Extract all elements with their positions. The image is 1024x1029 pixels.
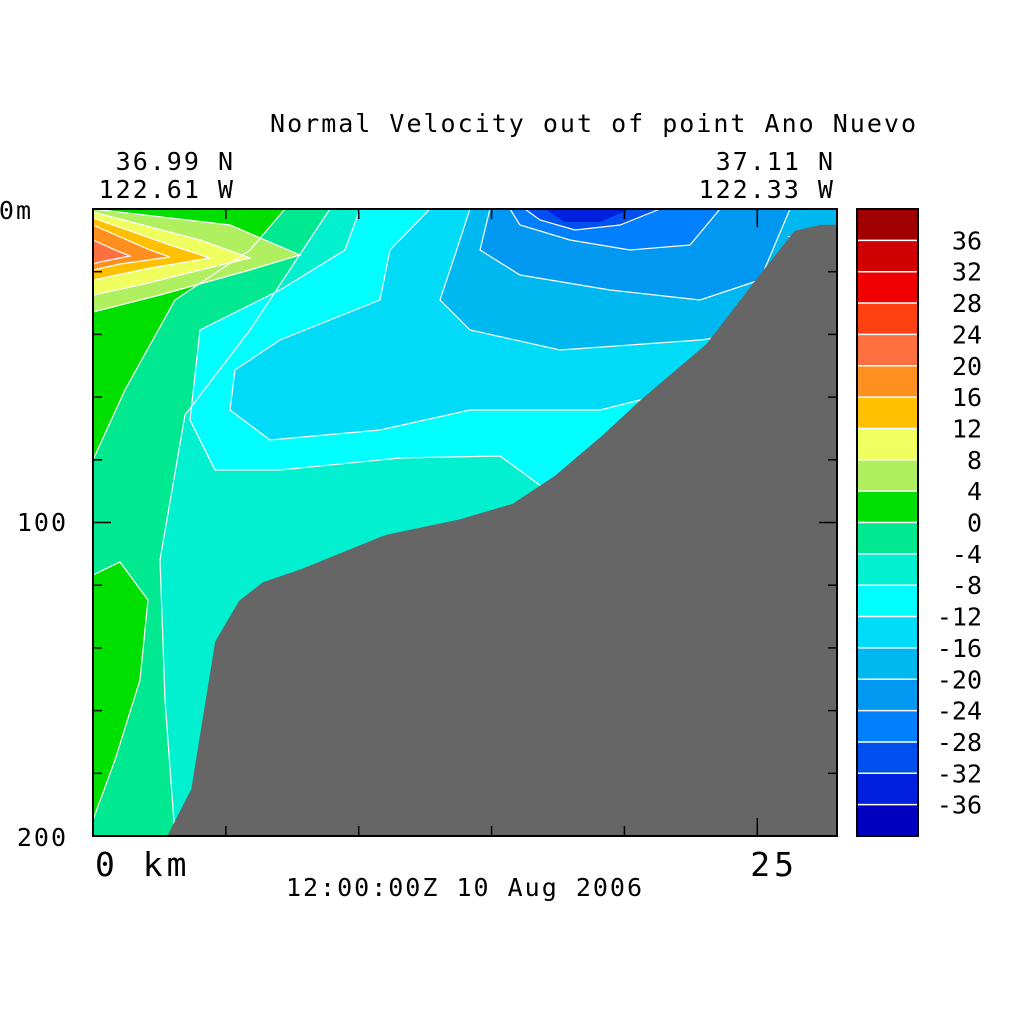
contour-band-36 (545, 209, 630, 222)
colorbar-swatch (857, 365, 918, 398)
end-lat-label: 37.11 N (716, 147, 835, 176)
axis-ticks (92, 208, 837, 837)
colorbar-swatch (857, 334, 918, 367)
colorbar-swatch (857, 616, 918, 649)
colorbar-tick-label: -32 (937, 759, 982, 788)
chart-subtitle: 12:00:00Z 10 Aug 2006 (286, 873, 644, 902)
colorbar-swatch (857, 585, 918, 618)
colorbar-tick-label: -8 (952, 571, 982, 600)
colorbar-swatch (857, 240, 918, 273)
colorbar-swatch (857, 303, 918, 335)
colorbar-frame (856, 208, 919, 837)
colorbar-tick-label: -36 (937, 791, 982, 820)
colorbar-tick-label: 8 (967, 446, 982, 475)
colorbar-swatch (857, 397, 918, 429)
colorbar-tick-label: -4 (952, 540, 982, 569)
colorbar-tick-label: -20 (937, 665, 982, 694)
colorbar-swatch (857, 773, 918, 806)
colorbar-tick-label: 24 (952, 320, 982, 349)
colorbar-swatch (857, 553, 918, 586)
colorbar-swatch (857, 741, 918, 774)
colorbar-tick-label: 36 (952, 226, 982, 255)
colorbar-tick-label: 28 (952, 289, 982, 318)
colorbar (857, 209, 918, 837)
colorbar-tick-label: -28 (937, 728, 982, 757)
colorbar-tick-label: 0 (967, 509, 982, 538)
colorbar-tick-label: -12 (937, 603, 982, 632)
colorbar-tick-label: 12 (952, 414, 982, 443)
colorbar-tick-label: -24 (937, 697, 982, 726)
y-tick-label-0: 0m (0, 196, 33, 225)
contour-band-12p (93, 218, 210, 280)
chart-title: Normal Velocity out of point Ano Nuevo (270, 109, 918, 138)
seafloor (167, 224, 837, 836)
colorbar-swatch (857, 428, 918, 461)
colorbar-swatch (857, 679, 918, 712)
x-tick-label-25: 25 (750, 845, 798, 884)
x-tick-label-0: 0 km (95, 845, 190, 884)
plot-area (93, 209, 837, 836)
colorbar-tick-label: 4 (967, 477, 982, 506)
contour-band-0-lower (93, 562, 148, 820)
colorbar-swatch (857, 209, 918, 241)
y-tick-label-100: 100 (17, 508, 68, 537)
colorbar-tick-label: -16 (937, 634, 982, 663)
start-lat-label: 36.99 N (116, 147, 235, 176)
colorbar-swatch (857, 710, 918, 743)
colorbar-swatch (857, 459, 918, 492)
contour-band-m4 (93, 209, 330, 836)
colorbar-tick-label: 32 (952, 258, 982, 287)
colorbar-swatch (857, 804, 918, 837)
start-lon-label: 122.61 W (99, 175, 235, 204)
colorbar-swatch (857, 271, 918, 304)
colorbar-tick-label: 16 (952, 383, 982, 412)
end-lon-label: 122.33 W (699, 175, 835, 204)
colorbar-swatch (857, 647, 918, 680)
contour-band-20p (93, 240, 130, 264)
colorbar-swatch (857, 491, 918, 523)
y-tick-label-200: 200 (17, 823, 68, 852)
colorbar-tick-label: 20 (952, 352, 982, 381)
colorbar-swatch (857, 522, 918, 555)
